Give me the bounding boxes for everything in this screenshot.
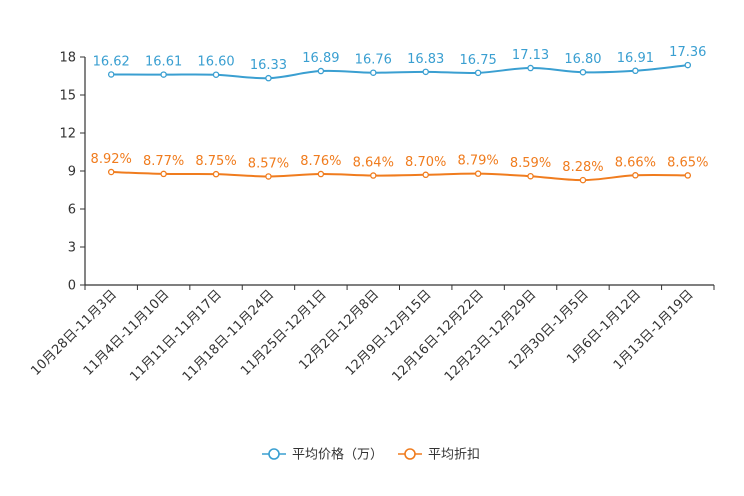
data-point [265,74,272,82]
data-point [684,61,692,69]
y-tick-label: 12 [59,127,76,142]
legend-label: 平均折扣 [428,448,480,463]
x-tick-label: 11月18日-11月24日 [180,287,277,384]
data-point [370,69,377,76]
data-point [212,170,220,178]
data-label: 17.36 [669,45,706,60]
data-point [527,64,534,72]
x-tick-label: 12月16日-12月22日 [389,287,486,384]
data-point [317,67,325,75]
data-label: 8.57% [248,156,289,171]
y-tick-label: 6 [68,203,76,218]
x-tick-label: 11月11日-11月17日 [127,287,224,384]
data-point [474,170,482,177]
data-label: 16.61 [145,55,182,70]
data-label: 16.89 [302,51,339,66]
data-label: 16.83 [407,52,444,67]
data-point [422,171,429,179]
data-point [684,172,692,179]
legend: 平均价格（万） 平均折扣 [262,447,480,463]
data-label: 8.65% [667,155,708,170]
x-tick-label: 10月28日-11月3日 [28,287,120,379]
data-label: 8.70% [405,155,446,170]
data-label: 8.92% [91,152,132,167]
legend-marker-icon [268,448,280,460]
data-point [527,172,534,180]
data-point [632,172,639,179]
data-label: 16.91 [617,51,654,66]
legend-label: 平均价格（万） [292,447,383,463]
data-point [370,172,377,179]
data-point [212,71,220,78]
data-point [160,71,167,78]
data-point [579,68,587,76]
data-label: 16.75 [460,53,497,68]
data-label: 16.62 [93,54,130,69]
data-label: 16.60 [197,55,234,70]
y-tick-label: 0 [68,279,76,294]
y-tick-label: 3 [68,241,76,256]
data-point [317,170,325,178]
legend-marker-icon [404,448,416,460]
data-label: 16.80 [564,52,601,67]
data-point [160,170,167,178]
data-point [107,168,115,176]
x-tick-label: 12月23日-12月29日 [442,287,539,384]
data-label: 8.66% [615,155,656,170]
data-point [422,68,429,76]
data-label: 8.77% [143,154,184,169]
data-label: 8.64% [353,156,394,171]
legend-item: 平均价格（万） [262,447,383,463]
data-point [579,176,587,184]
data-label: 8.79% [457,154,498,169]
data-point [474,69,482,77]
y-tick-label: 9 [68,165,76,180]
series-line [111,64,688,80]
data-label: 17.13 [512,48,549,63]
data-point [107,71,115,78]
data-label: 8.28% [562,160,603,175]
data-point [265,173,272,180]
legend-item: 平均折扣 [398,448,480,463]
series-avg-discount: 8.92% 8.77% 8.75% 8.57% 8.76% 8.64% 8.70% 8.79%… [91,152,708,184]
y-tick-label: 18 [59,51,76,66]
y-tick-label: 15 [59,89,76,104]
data-point [632,67,639,75]
data-label: 16.33 [250,58,287,73]
data-label: 8.75% [195,154,236,169]
series-avg-price: 16.62 16.61 16.60 16.33 16.89 16.76 16.83 16.75… [93,45,706,82]
data-label: 8.59% [510,156,551,171]
data-label: 8.76% [300,154,341,169]
data-label: 16.76 [355,53,392,68]
series-line [111,171,688,182]
